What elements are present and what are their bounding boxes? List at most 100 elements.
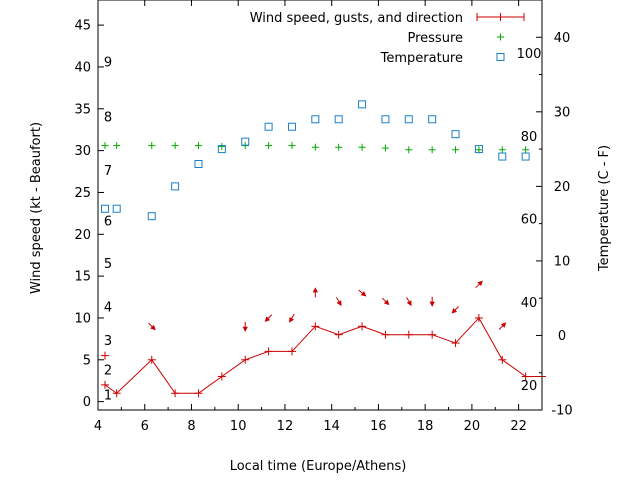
arrow-head [242,326,248,332]
wind-point [428,330,437,339]
pressure-point [171,142,179,150]
temperature-point [194,160,203,168]
y-left-tick-label: 30 [74,144,91,159]
fahrenheit-label: 20 [521,379,538,394]
wind-direction-arrow [264,314,273,322]
x-tick-label: 22 [510,419,527,434]
fahrenheit-label: 40 [521,296,538,311]
y-left-tick-label: 15 [74,270,91,285]
arrow-head [336,300,342,307]
beaufort-label: 9 [104,55,112,70]
fahrenheit-label: 80 [521,130,538,145]
temperature-point [217,145,226,154]
temperature-point [311,115,320,124]
beaufort-label: 8 [104,111,112,126]
arrow-head [500,322,507,328]
pressure-point [288,142,296,150]
wind-point [217,372,226,381]
wind-direction-arrow [358,289,367,297]
pressure-point [498,146,506,154]
temperature-point [474,145,483,154]
wind-point [451,339,460,348]
wind-point [311,322,320,331]
plot-border [97,0,543,411]
wind-point [241,355,250,364]
y-left-tick-label: 45 [74,19,91,34]
x-axis-title: Local time (Europe/Athens) [230,459,407,474]
y-left-tick-label: 5 [83,353,91,368]
beaufort-label: 3 [104,334,112,349]
y-axis-right-title: Temperature (C - F) [597,145,612,272]
temperature-point [147,212,156,221]
wind-point [112,389,121,398]
wind-direction-arrow [451,306,460,314]
temperature-point [498,152,507,161]
wind-direction-arrow [148,322,156,331]
plot-area [101,100,546,398]
pressure-point [358,143,366,151]
fahrenheit-label: 60 [521,213,538,228]
x-tick-label: 18 [417,419,434,434]
wind-point [474,313,483,322]
wind-gust-point [101,351,110,360]
legend-sample-wind [476,13,525,21]
arrow-head [289,317,295,323]
pressure-point [194,142,202,150]
y-right-tick-label: -10 [551,404,572,419]
wind-point [334,330,343,339]
axis-ticks: 4 6 8 10 12 14 16 18 20 22051015202530354045-1001… [74,0,573,434]
temperature-point [358,100,367,109]
x-tick-label: 20 [464,419,481,434]
pressure-point [405,146,413,154]
pressure-point [113,142,121,150]
wind-point [194,389,203,398]
wind-point [404,330,413,339]
wind-direction-arrow [475,280,483,289]
wind-direction-arrow [406,297,412,307]
wind-point [358,322,367,331]
legend-sample-temperature [496,53,505,61]
x-tick-label: 8 [187,419,195,434]
wind-point [101,380,110,389]
arrow-head [429,301,435,307]
beaufort-label: 4 [104,301,112,316]
beaufort-label: 7 [104,164,112,179]
arrow-head [383,299,390,306]
plot-frame [97,0,543,411]
wind-point [498,355,507,364]
wind-direction-arrow [289,313,295,323]
beaufort-label: 5 [104,257,112,272]
wind-point [521,372,530,381]
wind-point [147,355,156,364]
arrow-head [477,280,483,287]
pressure-point [148,142,156,150]
temperature-point [334,115,343,124]
temperature-point [404,115,413,124]
pressure-point [452,146,460,154]
fahrenheit-label: 100 [517,47,542,62]
wind-point [264,347,273,356]
wind-direction-arrow [429,296,435,307]
y-left-tick-label: 35 [74,102,91,117]
temperature-point [451,130,460,139]
wind-direction-arrow [381,297,390,306]
y-axis-left-title: Wind speed (kt - Beaufort) [29,122,44,294]
pressure-point [428,146,436,154]
y-right-tick-label: 20 [554,180,571,195]
beaufort-label: 2 [104,363,112,378]
arrow-head [264,316,271,322]
pressure-point [381,144,389,152]
y-left-tick-label: 20 [74,228,91,243]
axis-labels: Local time (Europe/Athens) Wind speed (k… [29,122,612,474]
temperature-point [101,204,110,213]
arrow-head [312,287,318,293]
y-right-tick-label: 0 [558,329,566,344]
temperature-point [381,115,390,124]
wind-direction-arrow [242,321,248,332]
wind-point [381,330,390,339]
temperature-point [264,122,273,131]
x-tick-label: 14 [323,419,340,434]
y-left-tick-label: 10 [74,311,91,326]
x-tick-label: 4 [94,419,102,434]
